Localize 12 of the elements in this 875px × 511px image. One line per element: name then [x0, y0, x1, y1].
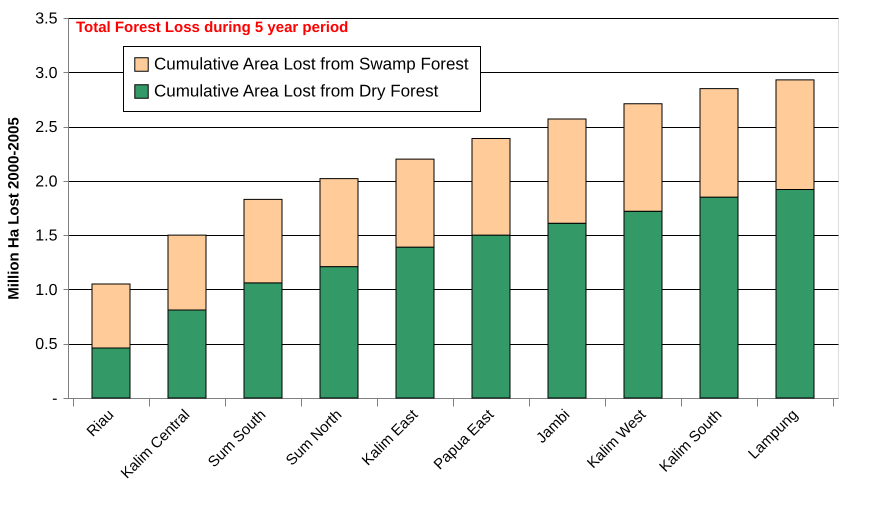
y-tick-label: 1.0: [35, 282, 58, 299]
y-tick-label: 2.0: [35, 173, 58, 190]
legend-label: Cumulative Area Lost from Swamp Forest: [154, 54, 469, 74]
legend-label: Cumulative Area Lost from Dry Forest: [154, 82, 439, 100]
y-axis-title: Million Ha Lost 2000-2005: [5, 117, 22, 300]
y-tick-label: -: [52, 390, 58, 408]
y-tick-label: 3.5: [35, 10, 58, 28]
y-tick-label: 0.5: [35, 336, 58, 354]
y-tick-label: 2.5: [35, 119, 58, 136]
y-tick-label: 3.0: [35, 64, 58, 82]
y-tick-label: 1.5: [35, 228, 58, 245]
annotation: Total Forest Loss during 5 year period: [76, 19, 348, 36]
